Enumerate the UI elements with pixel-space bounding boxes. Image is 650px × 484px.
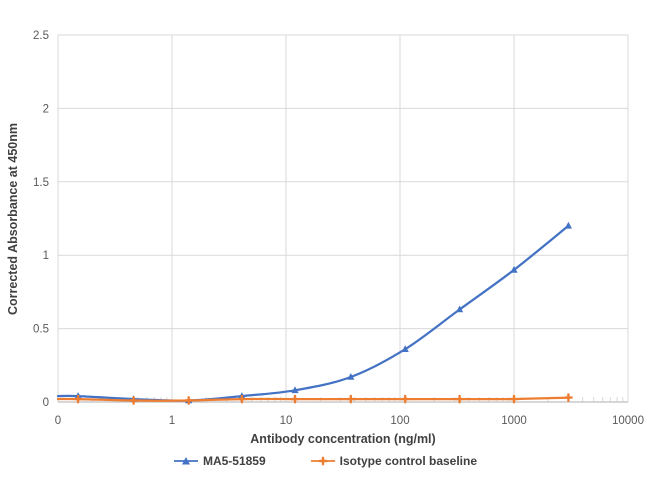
y-tick-label: 2: [43, 103, 49, 115]
legend-marker-triangle-icon: [173, 457, 198, 465]
legend-label: MA5-51859: [202, 454, 266, 468]
x-tick-label: 1000: [501, 415, 527, 427]
data-point-marker: [290, 394, 300, 404]
data-point-marker: [237, 394, 247, 404]
series-markers-0: [74, 221, 572, 404]
y-tick-label: 1.5: [33, 177, 49, 189]
y-axis-title: Corrected Absorbance at 450nm: [6, 123, 20, 315]
legend: MA5-51859 Isotype control baseline: [0, 454, 650, 468]
series-line-0: [56, 224, 570, 402]
y-tick-label: 2.5: [33, 30, 49, 42]
data-point-marker: [510, 265, 518, 273]
x-tick-labels: 0 1 10 100 1000 10000: [55, 415, 644, 427]
data-point-marker: [73, 394, 83, 404]
data-point-marker: [291, 386, 299, 394]
vertical-gridlines: [57, 35, 629, 402]
x-tick-label: 100: [390, 415, 409, 427]
data-point-marker: [455, 394, 464, 404]
x-axis-title: Antibody concentration (ng/ml): [250, 432, 436, 446]
legend-item-isotype-control: Isotype control baseline: [310, 454, 477, 468]
x-tick-label: 10000: [612, 415, 644, 427]
series-markers-1: [73, 393, 573, 405]
data-point-marker: [564, 221, 572, 229]
legend-label: Isotype control baseline: [339, 454, 478, 468]
horizontal-gridlines: [58, 34, 628, 330]
legend-item-ma5-51859: MA5-51859: [173, 454, 266, 468]
data-point-marker: [509, 394, 519, 404]
y-tick-label: 0: [43, 397, 49, 409]
data-point-marker: [456, 305, 464, 313]
x-tick-label: 1: [169, 415, 175, 427]
data-point-marker: [401, 345, 409, 352]
y-tick-label: 0.5: [33, 324, 49, 336]
y-tick-label: 1: [43, 250, 49, 262]
data-point-marker: [400, 394, 410, 404]
data-point-marker: [347, 373, 355, 380]
data-point-marker: [346, 394, 356, 404]
x-tick-label: 10: [280, 415, 293, 427]
y-tick-labels: 0 0.5 1 1.5 2 2.5: [33, 30, 49, 409]
x-tick-label: 0: [55, 415, 61, 427]
data-point-marker: [129, 396, 138, 405]
data-point-marker: [564, 393, 573, 402]
legend-marker-plus-icon: [310, 456, 335, 466]
data-point-marker: [184, 396, 194, 405]
